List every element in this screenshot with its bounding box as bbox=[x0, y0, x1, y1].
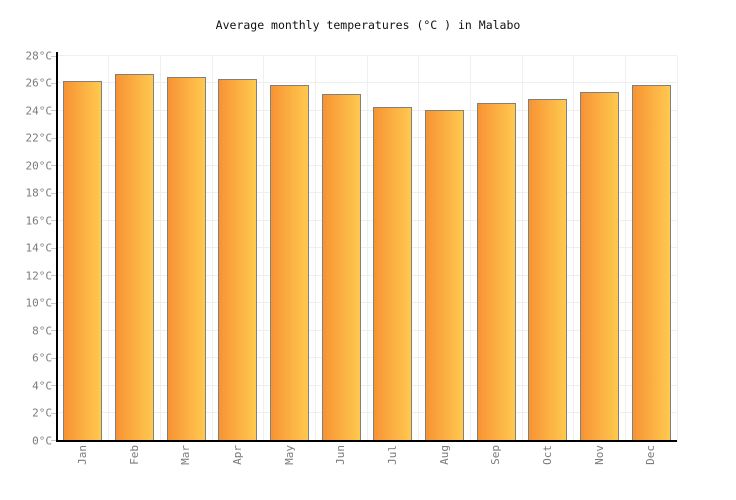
x-tick-label-sep: Sep bbox=[489, 445, 503, 465]
y-tick-26 bbox=[51, 82, 56, 84]
v-gridline-4 bbox=[263, 56, 265, 441]
x-axis-line bbox=[56, 439, 677, 442]
v-gridline-5 bbox=[314, 56, 316, 441]
y-tick-label-2: 2°C bbox=[32, 406, 52, 420]
x-tick-label-nov: Nov bbox=[592, 445, 606, 465]
y-tick-label-10: 10°C bbox=[25, 296, 53, 310]
y-tick-label-20: 20°C bbox=[25, 159, 53, 173]
y-tick-label-0: 0°C bbox=[32, 434, 52, 447]
v-gridline-11 bbox=[624, 56, 626, 441]
x-tick-label-jul: Jul bbox=[385, 445, 399, 465]
y-tick-label-12: 12°C bbox=[25, 269, 53, 283]
y-tick-label-14: 14°C bbox=[25, 241, 53, 255]
y-tick-label-6: 6°C bbox=[32, 351, 52, 365]
x-tick-label-dec: Dec bbox=[644, 445, 658, 465]
v-gridline-2 bbox=[159, 56, 161, 441]
x-tick-label-feb: Feb bbox=[127, 445, 141, 465]
y-tick-2 bbox=[51, 412, 56, 414]
plot-area bbox=[57, 55, 678, 441]
v-gridline-7 bbox=[418, 56, 420, 441]
y-tick-label-26: 26°C bbox=[25, 76, 53, 90]
y-tick-label-4: 4°C bbox=[32, 379, 52, 393]
y-tick-10 bbox=[51, 302, 56, 304]
y-tick-16 bbox=[51, 220, 56, 222]
v-gridline-6 bbox=[366, 56, 368, 441]
y-axis-line bbox=[56, 52, 58, 441]
y-tick-24 bbox=[51, 110, 56, 112]
x-tick-label-mar: Mar bbox=[179, 445, 193, 465]
y-tick-label-16: 16°C bbox=[25, 214, 53, 228]
y-tick-4 bbox=[51, 385, 56, 387]
y-tick-22 bbox=[51, 137, 56, 139]
y-tick-label-18: 18°C bbox=[25, 186, 53, 200]
x-tick-label-jun: Jun bbox=[334, 445, 348, 465]
bar-jul bbox=[373, 106, 413, 441]
bar-feb bbox=[115, 73, 154, 441]
x-tick-label-jan: Jan bbox=[75, 445, 89, 465]
v-gridline-8 bbox=[469, 56, 471, 441]
bar-sep bbox=[476, 102, 516, 441]
y-tick-0 bbox=[51, 440, 56, 441]
bar-jan bbox=[63, 80, 103, 441]
x-tick-label-oct: Oct bbox=[540, 445, 554, 465]
bar-oct bbox=[528, 98, 568, 441]
y-tick-label-8: 8°C bbox=[32, 324, 52, 338]
bar-aug bbox=[425, 109, 464, 441]
y-tick-label-28: 28°C bbox=[25, 49, 53, 63]
v-gridline-10 bbox=[573, 56, 575, 441]
y-tick-28 bbox=[51, 55, 56, 57]
x-tick-label-aug: Aug bbox=[437, 445, 451, 465]
v-gridline-1 bbox=[108, 56, 110, 441]
y-tick-label-24: 24°C bbox=[25, 104, 53, 118]
x-tick-label-may: May bbox=[282, 445, 296, 465]
y-tick-14 bbox=[51, 247, 56, 249]
y-tick-label-22: 22°C bbox=[25, 131, 53, 145]
v-gridline-12 bbox=[676, 56, 678, 441]
y-tick-8 bbox=[51, 330, 56, 332]
bar-dec bbox=[631, 84, 671, 441]
y-tick-20 bbox=[51, 165, 56, 167]
y-tick-18 bbox=[51, 192, 56, 194]
v-gridline-9 bbox=[521, 56, 523, 441]
y-tick-6 bbox=[51, 357, 56, 359]
h-gridline-28 bbox=[57, 55, 677, 56]
bar-nov bbox=[580, 91, 619, 441]
bar-mar bbox=[166, 76, 206, 441]
chart-title: Average monthly temperatures (°C ) in Ma… bbox=[215, 18, 521, 32]
x-tick-label-apr: Apr bbox=[230, 445, 244, 465]
v-gridline-3 bbox=[211, 56, 213, 441]
bar-may bbox=[270, 84, 309, 441]
y-tick-12 bbox=[51, 275, 56, 277]
bar-apr bbox=[218, 79, 258, 441]
bar-jun bbox=[321, 94, 361, 441]
